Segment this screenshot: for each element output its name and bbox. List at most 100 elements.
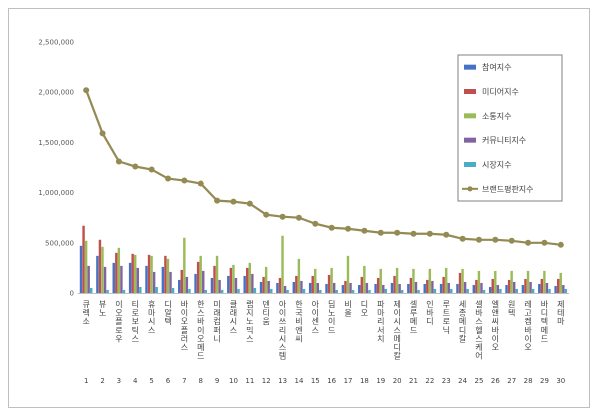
line-point bbox=[214, 197, 221, 204]
bar bbox=[559, 272, 562, 293]
bar bbox=[122, 289, 126, 293]
line-point bbox=[99, 130, 106, 137]
bar bbox=[556, 278, 560, 293]
bar bbox=[444, 267, 448, 293]
bar bbox=[171, 287, 175, 293]
legend-label: 브랜드평판지수 bbox=[482, 184, 534, 194]
bar bbox=[150, 255, 153, 293]
bar bbox=[178, 279, 181, 293]
bar bbox=[393, 275, 396, 293]
bar bbox=[185, 276, 189, 293]
bar bbox=[96, 255, 99, 293]
category-labels: 큐 렉 소 1 뷰 노 2 이 오 플 로 우 3 티 로 보 틱 스 4 휴 마 시 스 5 디 알 텍 6 바 이 오 플 러 스 7 한 스 바 이 오… bbox=[82, 299, 565, 385]
bar bbox=[286, 289, 289, 293]
bar bbox=[155, 286, 158, 293]
bar bbox=[251, 273, 254, 293]
bar bbox=[319, 289, 322, 293]
bar bbox=[180, 269, 183, 293]
bar bbox=[213, 265, 216, 293]
bar bbox=[562, 284, 565, 293]
bar bbox=[215, 255, 219, 293]
bar bbox=[554, 285, 557, 293]
line-point bbox=[508, 237, 515, 244]
bar bbox=[188, 288, 191, 293]
bar bbox=[194, 273, 197, 293]
bar bbox=[524, 278, 527, 293]
bar bbox=[87, 265, 90, 293]
chart-frame: 0 500,000 1,000,000 1,500,000 2,000,000 2,500… bbox=[8, 8, 590, 408]
bar bbox=[220, 289, 224, 293]
bar bbox=[426, 279, 429, 293]
bar bbox=[439, 283, 443, 293]
bar bbox=[510, 270, 513, 293]
bar bbox=[390, 282, 394, 293]
legend-swatch bbox=[464, 89, 476, 94]
bar bbox=[128, 262, 132, 293]
bar bbox=[341, 284, 345, 293]
bar bbox=[360, 276, 364, 293]
bar bbox=[204, 289, 208, 293]
bar bbox=[232, 264, 235, 293]
line-point bbox=[246, 200, 253, 207]
bar bbox=[374, 283, 377, 293]
line-point bbox=[459, 235, 466, 242]
bar bbox=[526, 270, 530, 293]
rank-number: 14 bbox=[294, 377, 303, 385]
rank-number: 16 bbox=[327, 377, 336, 385]
bar bbox=[248, 262, 251, 293]
rank-number: 15 bbox=[311, 377, 320, 385]
brand-reputation-chart: 0 500,000 1,000,000 1,500,000 2,000,000 2,500… bbox=[38, 39, 569, 385]
rank-number: 17 bbox=[344, 377, 353, 385]
bar bbox=[253, 287, 257, 293]
bar bbox=[423, 283, 426, 293]
bar bbox=[229, 267, 233, 293]
bar bbox=[363, 265, 366, 293]
bar bbox=[308, 282, 312, 293]
bar bbox=[103, 266, 107, 293]
line-point bbox=[230, 198, 237, 205]
bar bbox=[145, 265, 148, 293]
bar bbox=[330, 267, 333, 293]
legend-swatch bbox=[464, 113, 476, 119]
legend-swatch bbox=[464, 162, 476, 167]
bar bbox=[447, 282, 450, 293]
bar bbox=[475, 279, 478, 293]
bar bbox=[332, 282, 336, 293]
bar bbox=[491, 278, 494, 293]
bar bbox=[344, 280, 347, 293]
bar bbox=[531, 288, 535, 293]
rank-number: 20 bbox=[393, 377, 402, 385]
line-point bbox=[148, 166, 155, 173]
bar bbox=[316, 282, 320, 293]
rank-number: 30 bbox=[556, 377, 565, 385]
bar bbox=[90, 287, 93, 293]
bar bbox=[540, 278, 544, 293]
bar bbox=[450, 288, 453, 293]
line-point bbox=[197, 180, 204, 187]
bar bbox=[164, 255, 167, 293]
bar bbox=[311, 275, 314, 293]
bar bbox=[218, 279, 221, 293]
bar bbox=[101, 246, 104, 293]
y-tick-label: 0 bbox=[70, 290, 74, 298]
bar bbox=[400, 289, 404, 293]
bar bbox=[351, 289, 355, 293]
rank-number: 19 bbox=[376, 377, 385, 385]
bar bbox=[84, 240, 88, 293]
line-point bbox=[443, 231, 450, 238]
bar bbox=[210, 277, 214, 293]
bar bbox=[297, 258, 301, 293]
rank-number: 28 bbox=[524, 377, 533, 385]
bar bbox=[507, 279, 511, 293]
bar bbox=[472, 284, 476, 293]
